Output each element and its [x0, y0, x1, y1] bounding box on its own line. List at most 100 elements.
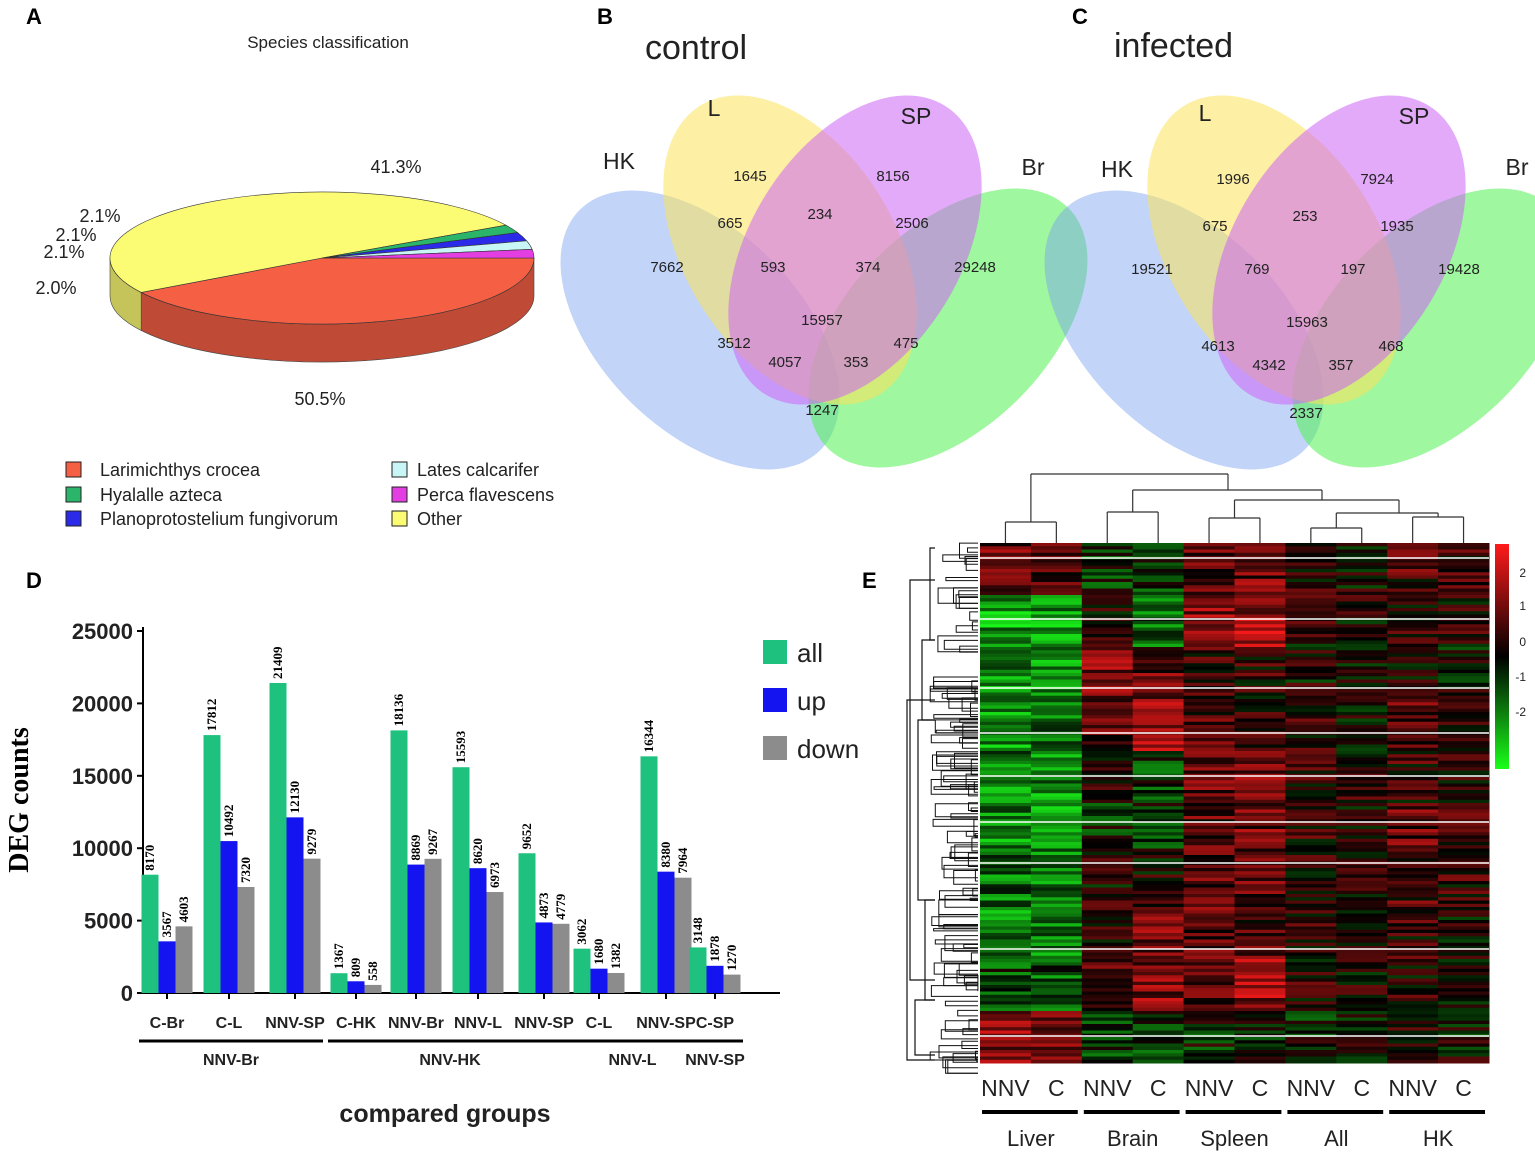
heatmap-cell — [1234, 780, 1286, 784]
heatmap-cell — [1336, 751, 1388, 755]
heatmap-cell — [1438, 591, 1490, 596]
heatmap-cell — [1285, 650, 1337, 654]
heatmap-cell — [1285, 994, 1337, 999]
heatmap-cell — [1030, 621, 1083, 625]
heatmap-cell — [1438, 933, 1490, 937]
heatmap-cell — [1081, 565, 1134, 570]
dendrogram-branch — [924, 899, 935, 1001]
heatmap-cell — [1030, 747, 1083, 752]
heatmap-cell — [980, 562, 1032, 567]
heatmap-cell — [1183, 952, 1235, 957]
heatmap-cell — [1285, 874, 1337, 879]
heatmap-cell — [1387, 1030, 1439, 1035]
heatmap-cell — [1183, 549, 1235, 554]
heatmap-cell — [980, 676, 1032, 680]
heatmap-cell — [1183, 864, 1235, 869]
heatmap-cell — [1285, 825, 1337, 830]
heatmap-cell — [1234, 718, 1286, 723]
heatmap-cell — [1081, 991, 1134, 996]
heatmap-cell — [1030, 738, 1083, 742]
venn-region-sp-br: 1935 — [1380, 218, 1413, 235]
heatmap-column-label: C — [1048, 1075, 1065, 1101]
heatmap-cell — [1285, 624, 1337, 628]
bar-up-7 — [590, 968, 608, 993]
heatmap-cell — [1336, 1001, 1388, 1005]
heatmap-cell — [1234, 679, 1286, 684]
heatmap-cell — [1285, 887, 1337, 892]
bar-up-3 — [347, 981, 365, 993]
venn-region-hk-br: 2337 — [1289, 405, 1322, 422]
heatmap-cell — [1183, 1017, 1235, 1022]
heatmap-cell — [1030, 981, 1083, 986]
heatmap-cell — [980, 851, 1032, 856]
heatmap-cell — [980, 981, 1032, 986]
heatmap-cell — [1234, 851, 1286, 856]
heatmap-cell — [1438, 1027, 1490, 1031]
bar-all-5 — [452, 767, 470, 993]
heatmap-cell — [1030, 708, 1083, 713]
heatmap-cell — [1336, 799, 1388, 804]
heatmap-column-label: C — [1455, 1075, 1472, 1101]
heatmap-cell — [1183, 793, 1235, 797]
heatmap-cell — [1336, 796, 1388, 801]
colorbar: 210-1-2 — [1495, 544, 1526, 769]
bar-value-label: 8620 — [470, 838, 485, 864]
heatmap-cell — [1438, 1030, 1490, 1035]
heatmap-cell — [1438, 588, 1490, 593]
heatmap-cell — [1438, 559, 1490, 563]
heatmap-cell — [980, 582, 1032, 586]
heatmap-cell — [1336, 699, 1388, 703]
heatmap-cell — [1438, 627, 1490, 632]
venn-region-hk-sp-br: 4057 — [768, 354, 801, 371]
bar-up-8 — [657, 871, 675, 993]
heatmap-cell — [1183, 910, 1235, 914]
heatmap-cell — [1438, 718, 1490, 723]
bar-value-label: 3062 — [574, 919, 589, 945]
heatmap-cell — [1285, 1030, 1337, 1035]
venn-set-label-sp: SP — [901, 103, 932, 129]
heatmap-cell — [1336, 647, 1388, 651]
heatmap-cell — [1285, 884, 1337, 888]
heatmap-cell — [1081, 1027, 1134, 1031]
heatmap-cell — [1336, 1040, 1388, 1044]
heatmap-cell — [1183, 702, 1235, 706]
heatmap-cell — [1132, 920, 1185, 924]
heatmap-cell — [1285, 757, 1337, 762]
heatmap-cell — [1336, 1014, 1388, 1018]
heatmap-cell — [1132, 770, 1185, 775]
heatmap-cell — [1030, 634, 1083, 638]
heatmap-cell — [1132, 916, 1185, 921]
heatmap-cell — [1081, 653, 1134, 658]
heatmap-cell — [1183, 754, 1235, 758]
legend-label-5: Other — [417, 509, 462, 529]
heatmap-cell — [1030, 595, 1083, 599]
heatmap-cell — [1387, 598, 1439, 602]
heatmap-cell — [1030, 884, 1083, 888]
heatmap-cell — [1387, 796, 1439, 801]
heatmap-cell — [1081, 624, 1134, 628]
heatmap-cell — [1081, 890, 1134, 895]
heatmap-cell — [1132, 588, 1185, 593]
heatmap-cell — [1030, 968, 1083, 973]
heatmap-cell — [1030, 695, 1083, 700]
heatmap-cell — [1336, 767, 1388, 771]
heatmap-cell — [1336, 874, 1388, 879]
heatmap-cell — [1183, 565, 1235, 570]
heatmap-cell — [1285, 936, 1337, 940]
heatmap-cell — [1030, 816, 1083, 820]
heatmap-cell — [980, 832, 1032, 836]
heatmap-cell — [1132, 1050, 1185, 1054]
heatmap-cell — [1438, 601, 1490, 606]
heatmap-cell — [1183, 640, 1235, 645]
heatmap-cell — [1438, 611, 1490, 615]
heatmap-cell — [1132, 884, 1185, 888]
heatmap-cell — [1387, 819, 1439, 823]
bar-value-label: 18136 — [391, 693, 406, 726]
heatmap-cell — [1387, 910, 1439, 914]
heatmap-cell — [1183, 543, 1235, 547]
heatmap-cell — [980, 913, 1032, 918]
bar-up-2 — [286, 817, 304, 993]
heatmap-cell — [1387, 734, 1439, 739]
heatmap-cell — [1183, 819, 1235, 823]
heatmap-cell — [1132, 627, 1185, 632]
